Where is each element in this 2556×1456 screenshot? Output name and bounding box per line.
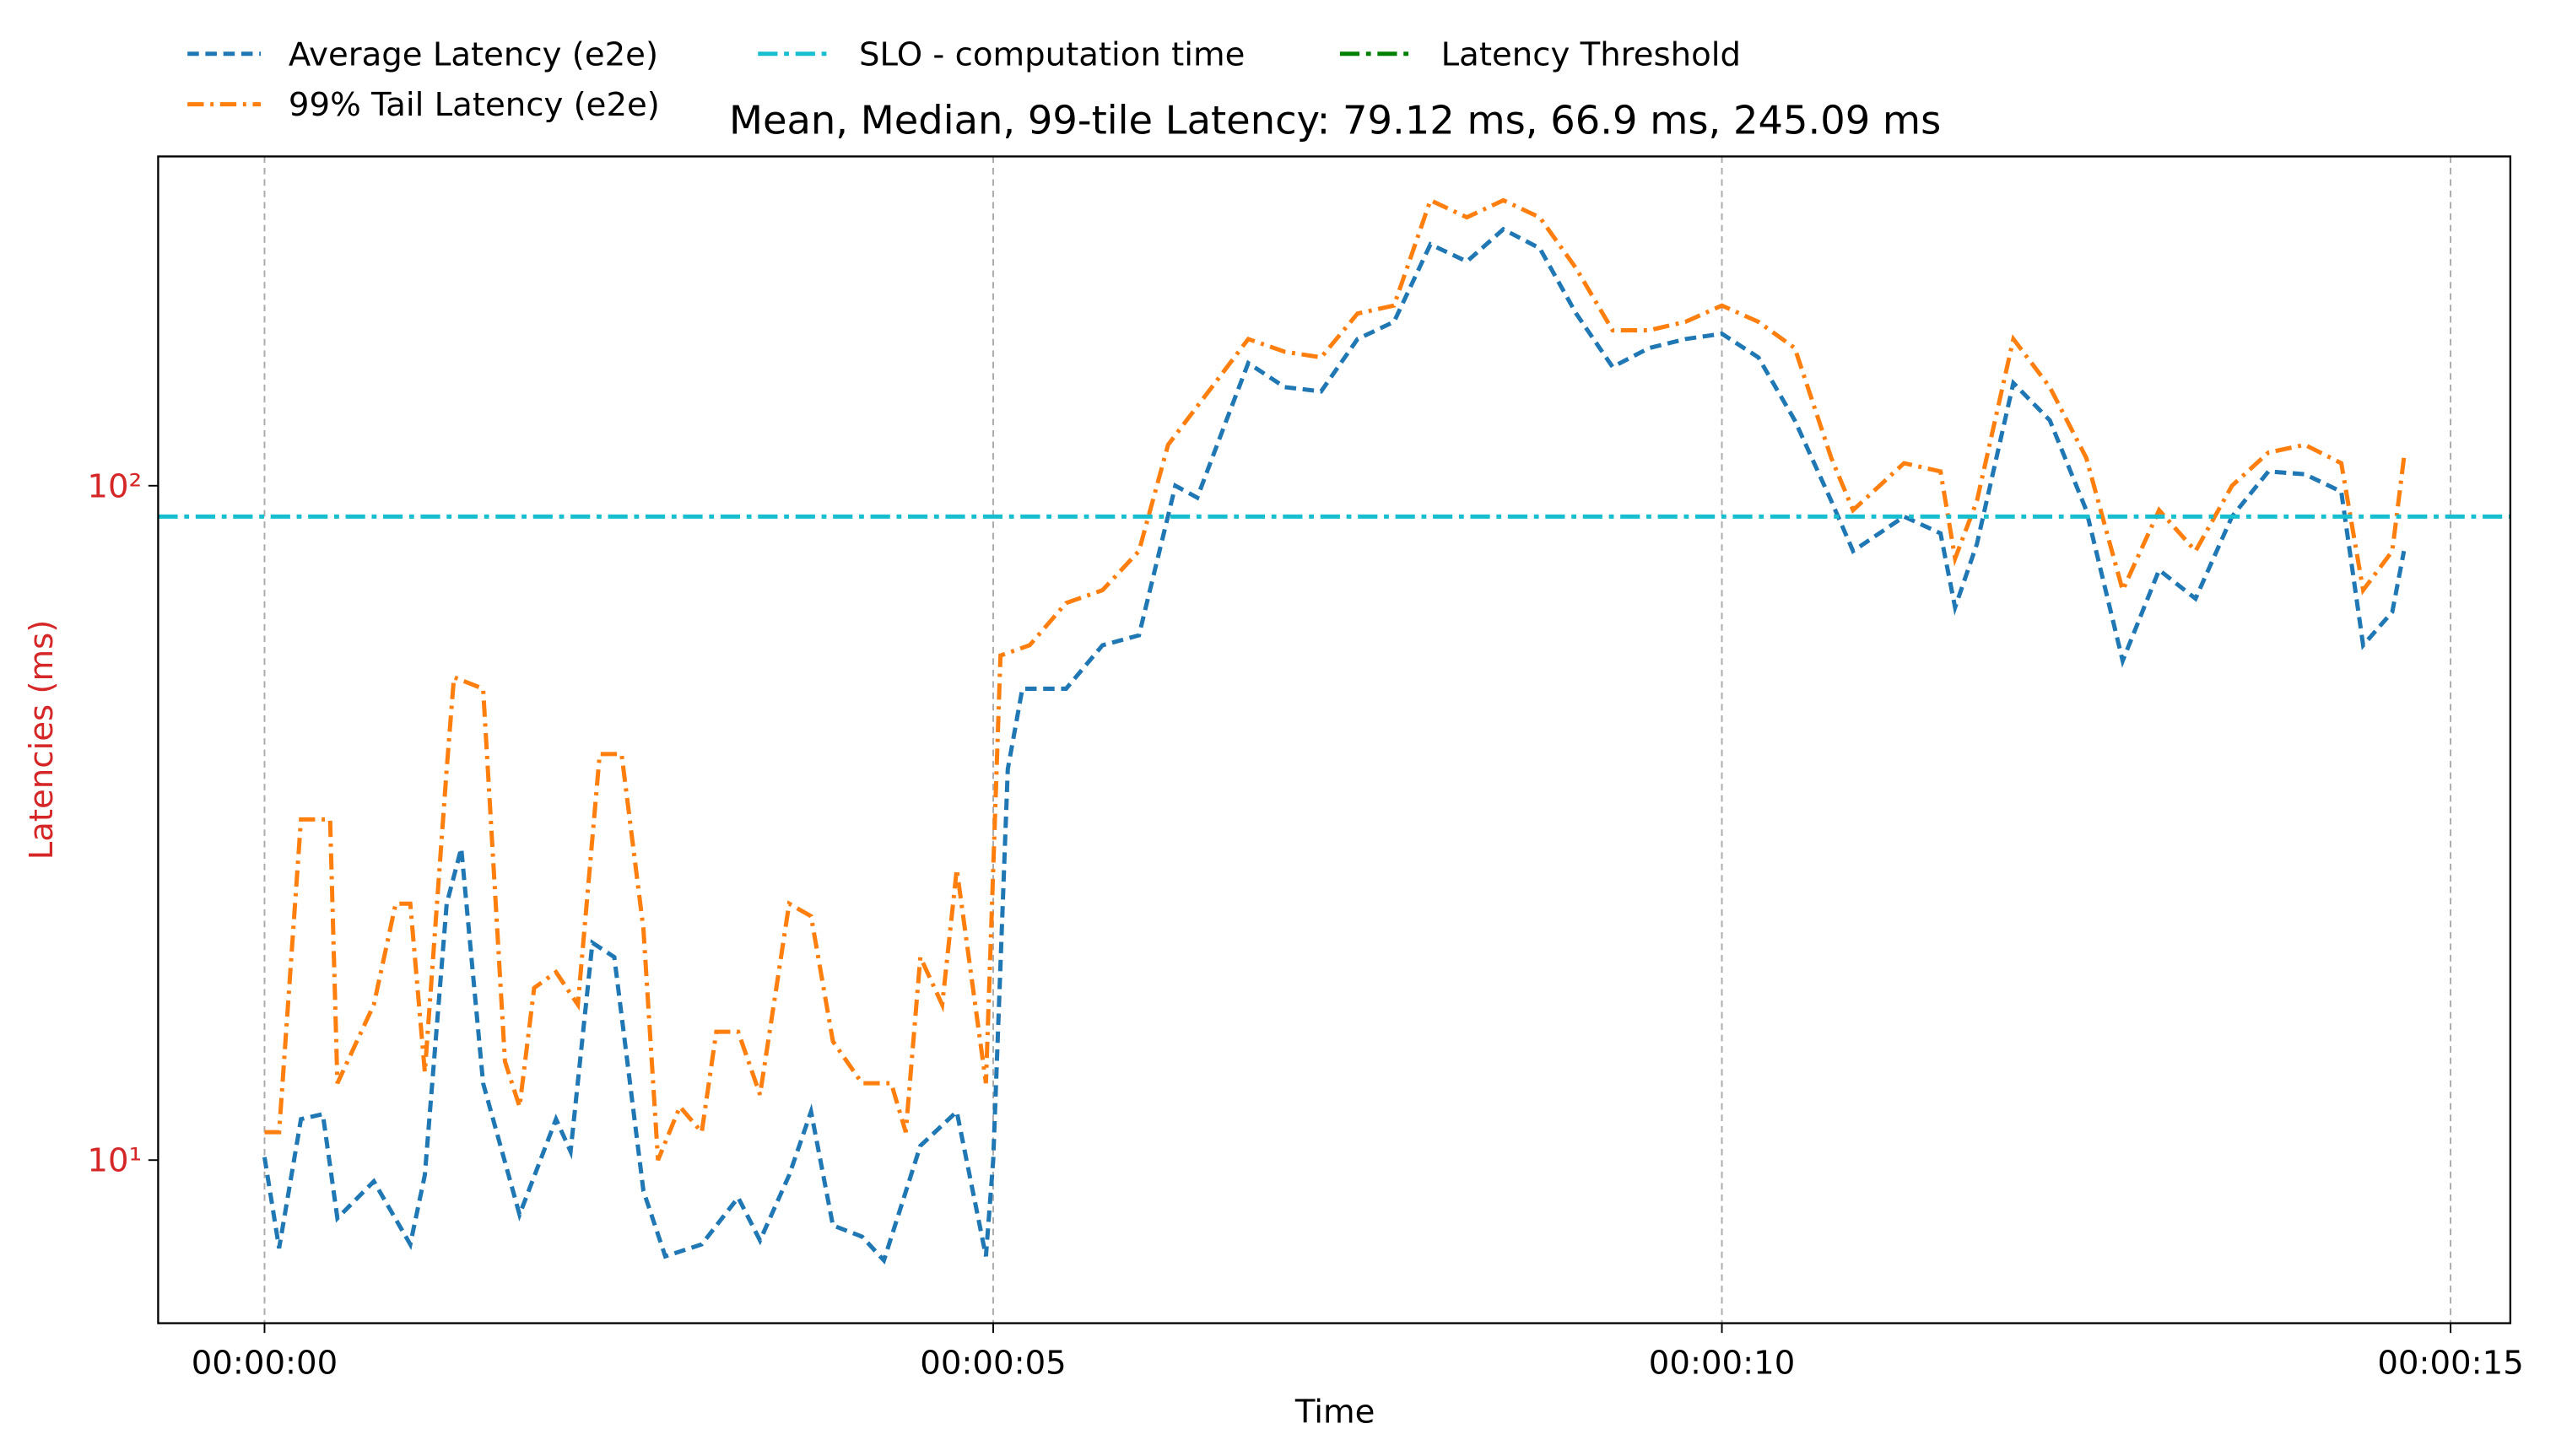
series-line xyxy=(262,226,2407,1265)
legend-label: Latency Threshold xyxy=(1441,35,1741,73)
x-tick-label: 00:00:15 xyxy=(2377,1344,2523,1382)
plot-frame xyxy=(157,155,2512,1324)
chart-title: Mean, Median, 99-tile Latency: 79.12 ms,… xyxy=(729,97,1941,143)
y-axis-label: Latencies (ms) xyxy=(23,620,61,860)
legend-label: 99% Tail Latency (e2e) xyxy=(289,86,660,124)
x-tick-label: 00:00:10 xyxy=(1649,1344,1795,1382)
legend-label: Average Latency (e2e) xyxy=(289,35,658,73)
legend-label: SLO - computation time xyxy=(859,35,1245,73)
series-line xyxy=(264,197,2407,1162)
x-tick-label: 00:00:00 xyxy=(192,1344,338,1382)
x-axis-label: Time xyxy=(1294,1393,1375,1431)
y-tick-label: 10¹ xyxy=(87,1142,142,1180)
y-tick-label: 10² xyxy=(87,467,142,505)
x-tick-label: 00:00:05 xyxy=(920,1344,1066,1382)
